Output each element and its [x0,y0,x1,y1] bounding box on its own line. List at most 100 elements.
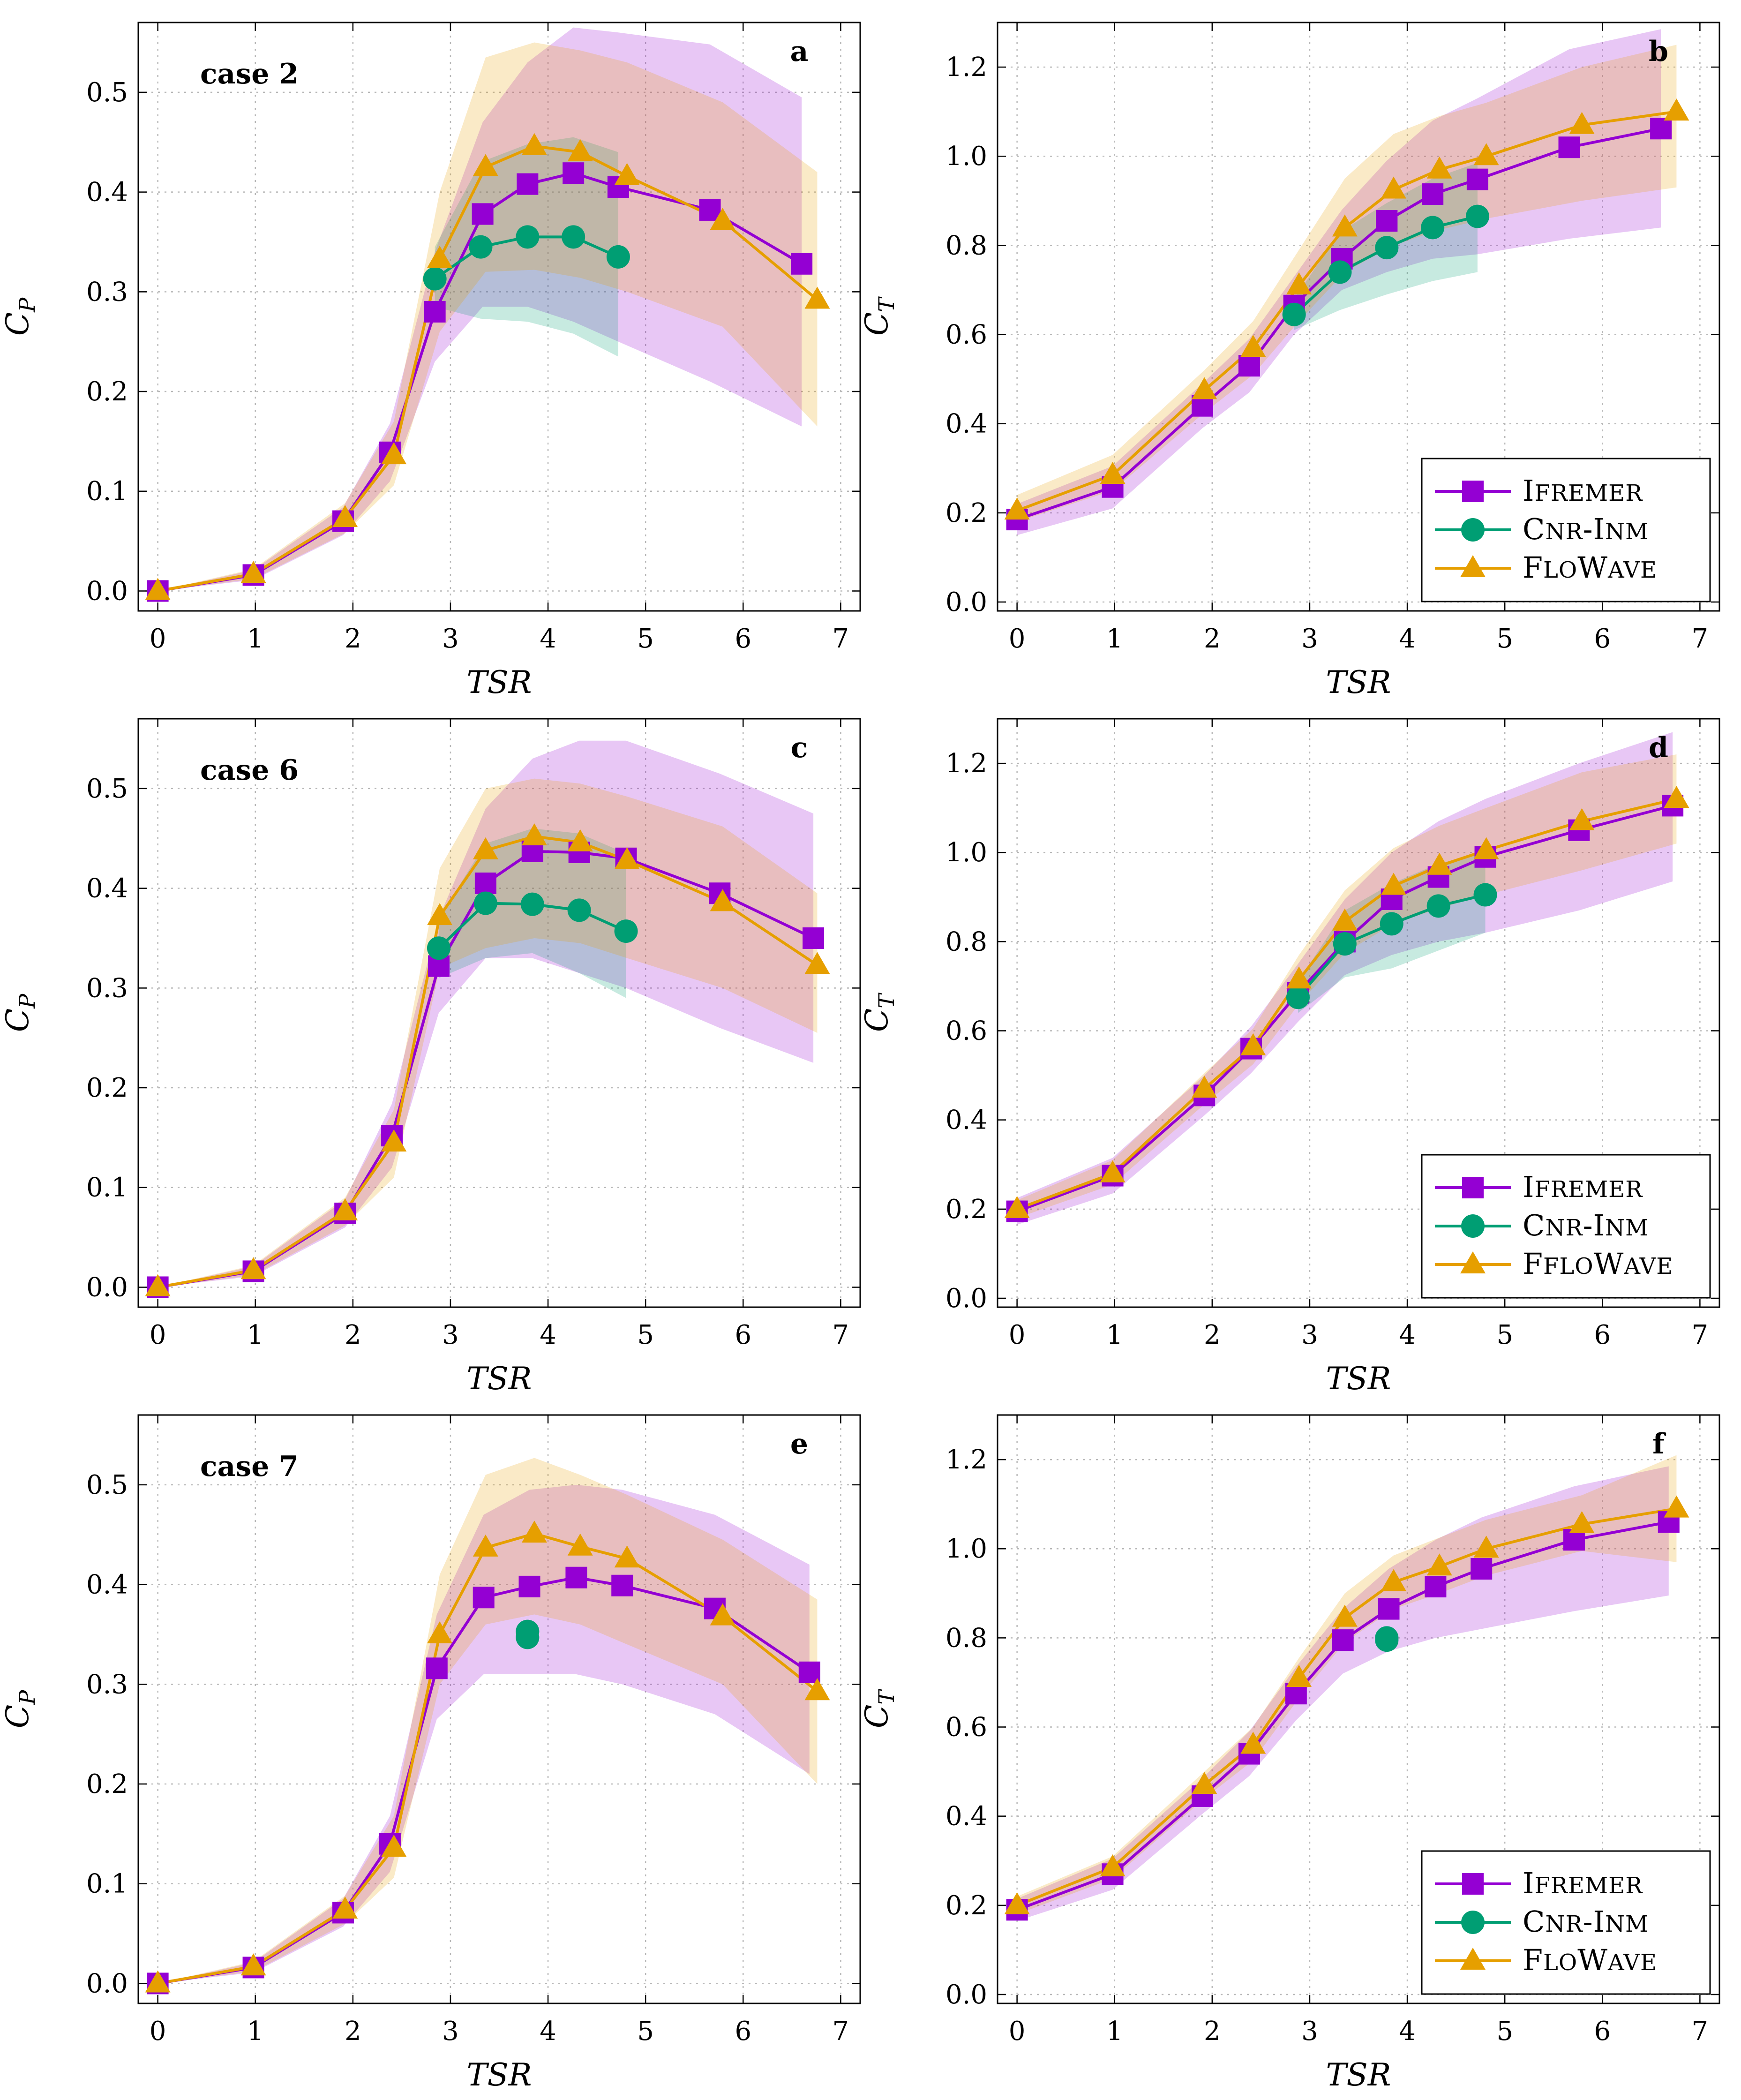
y-tick-label: 0.3 [86,277,128,307]
x-tick-label: 2 [345,2016,361,2047]
point-flowave [1192,377,1217,399]
x-tick-label: 4 [540,1320,556,1350]
point-ifremer [518,1575,540,1597]
y-tick-label: 1.2 [946,52,987,83]
y-axis-title: CT [859,1689,899,1729]
y-tick-label: 0.6 [946,320,987,350]
y-tick-label: 0.0 [946,1980,987,2010]
legend: IFREMER CNR-INM FLOWAVE [1421,1850,1711,1995]
point-flowave [804,952,830,974]
legend-label: CNR-INM [1523,1904,1649,1939]
x-tick-label: 0 [150,2016,166,2047]
legend-marker [1460,1948,1486,1970]
point-flowave [1664,786,1689,808]
x-tick-label: 0 [1009,1320,1026,1350]
y-tick-label: 0.2 [86,1073,128,1103]
point-flowave [1569,808,1595,830]
point-ifremer [565,1566,587,1588]
x-tick-label: 6 [735,624,751,654]
legend-label: IFREMER [1523,1866,1643,1900]
point-ifremer [699,199,721,221]
panel-c: 0 1 2 3 4 5 6 7 0.0 0.1 0.2 0.3 0.4 0.5 TSR CP c case 6 [0,718,861,1397]
point-flowave [567,1533,593,1556]
x-tick-label: 7 [833,1320,849,1350]
point-cnr-inm [423,267,447,291]
band-flowave [1017,754,1677,1218]
point-flowave [710,889,735,911]
case-label: case 6 [200,754,299,787]
point-flowave [1004,1892,1030,1914]
x-tick-label: 5 [637,2016,654,2047]
point-flowave [804,1678,830,1701]
point-flowave [332,505,358,527]
point-flowave [145,1274,171,1296]
plot-area [145,740,830,1298]
x-tick-label: 7 [833,624,849,654]
point-ifremer [611,1574,633,1596]
point-flowave [1332,214,1358,237]
y-tick-label: 0.2 [86,376,128,407]
plot-area [145,1458,830,1995]
point-ifremer [1558,136,1580,158]
x-tick-label: 1 [1106,624,1123,654]
point-flowave [381,1835,407,1857]
point-flowave [1569,112,1595,134]
point-cnr-inm [516,225,540,249]
legend-marker [1460,1251,1486,1273]
point-flowave [1426,852,1452,875]
x-tick-label: 3 [442,624,459,654]
point-flowave [1426,1553,1452,1576]
x-tick-label: 0 [1009,2016,1026,2047]
panel-letter: f [1652,1428,1666,1460]
x-axis-title: TSR [1326,664,1391,700]
x-tick-label: 3 [442,2016,459,2047]
y-tick-label: 0.4 [86,1570,128,1600]
point-flowave [240,1953,266,1976]
point-cnr-inm [1465,204,1489,228]
panel-letter: b [1649,35,1668,68]
legend-marker [1461,518,1485,542]
panel-d: 0 1 2 3 4 5 6 7 0.0 0.2 0.4 0.6 0.8 1.0 1.2 TSR CT d IFREM… [859,718,1720,1397]
point-cnr-inm [427,936,450,960]
case-label: case 7 [200,1450,299,1483]
legend-label: IFREMER [1523,1170,1643,1204]
point-ifremer [563,162,585,184]
axes-frame [997,22,1720,612]
band-flowave [158,1458,818,1984]
x-tick-label: 1 [1106,1320,1123,1350]
point-flowave [240,561,266,583]
x-tick-label: 3 [1301,1320,1318,1350]
point-flowave [145,578,171,600]
point-flowave [710,208,735,230]
point-flowave [1664,98,1689,121]
point-ifremer [473,1587,495,1609]
x-tick-label: 5 [637,624,654,654]
legend-marker [1462,1177,1484,1198]
x-tick-label: 7 [1692,624,1709,654]
point-ifremer [472,203,494,225]
point-flowave [1473,1535,1499,1558]
point-flowave [1569,1511,1595,1533]
point-cnr-inm [520,892,544,916]
x-tick-label: 2 [345,624,361,654]
point-flowave [521,133,547,155]
y-tick-label: 1.2 [946,748,987,779]
point-flowave [614,847,640,870]
band-flowave [1017,1455,1677,1914]
point-flowave [1004,497,1030,520]
y-axis-title: CP [0,1690,40,1729]
point-flowave [1100,1854,1126,1877]
point-cnr-inm [516,1619,540,1643]
point-flowave [145,1970,171,1993]
panel-a: 0 1 2 3 4 5 6 7 0.0 0.1 0.2 0.3 0.4 0.5 TSR CP a case 2 [0,22,861,700]
plot-area [145,27,830,602]
axes-frame [997,718,1720,1308]
axes-frame [137,718,861,1308]
y-tick-label: 0.2 [946,1890,987,1921]
x-tick-label: 4 [1399,2016,1416,2047]
band-flowave [1017,45,1677,522]
point-cnr-inm [1375,1626,1399,1650]
legend-label: CNR-INM [1523,512,1649,546]
x-tick-label: 5 [1496,624,1513,654]
point-flowave [1381,873,1406,895]
